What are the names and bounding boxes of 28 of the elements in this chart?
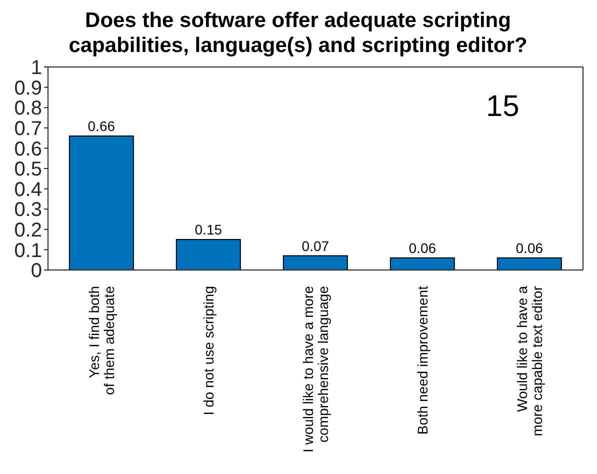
data-label: 0.06	[516, 240, 544, 256]
data-label: 0.07	[302, 238, 330, 254]
x-tick-label: I do not use scripting	[200, 286, 216, 416]
x-tick-label: Both need improvement	[414, 286, 430, 435]
y-tick-label: 0.5	[14, 158, 42, 181]
y-tick-label: 0.4	[14, 178, 42, 201]
y-tick-label: 0.2	[14, 220, 42, 242]
bar	[496, 257, 562, 270]
y-tick-label: 0.6	[14, 138, 42, 160]
data-label: 0.15	[194, 222, 222, 238]
chart-title: Does the software offer adequate scripting capabilities, language(s) and scripting editor?	[68, 8, 528, 58]
bar	[68, 136, 134, 270]
bar	[176, 239, 241, 270]
y-tick-label: 0.1	[14, 240, 42, 262]
bar	[282, 255, 348, 270]
x-tick-label: Yes, I find both of them adequate	[86, 286, 117, 395]
y-tick-label: 0.3	[14, 199, 42, 222]
y-tick-label: 0	[30, 260, 42, 282]
data-label: 0.06	[408, 240, 436, 256]
data-label: 0.66	[88, 118, 116, 134]
y-tick-label: 0.7	[14, 118, 42, 140]
y-tick-label: 0.8	[14, 98, 42, 120]
annotation: 15	[486, 90, 520, 124]
y-tick-label: 1	[30, 57, 42, 80]
bar	[390, 257, 455, 270]
x-tick-label: I would like to have a more comprehensive language	[300, 286, 331, 453]
x-tick-label: Would like to have a more capable text editor	[514, 286, 545, 436]
y-tick-label: 0.9	[14, 77, 42, 100]
